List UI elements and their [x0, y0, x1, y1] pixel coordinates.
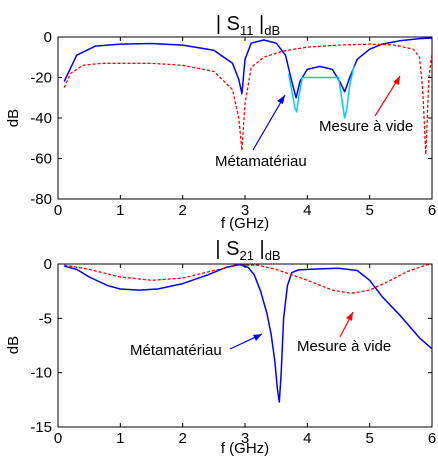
x-axis-label: f (GHz)	[221, 215, 269, 232]
annotation-arrowhead-mesure	[393, 76, 400, 85]
chart-title: | S11 |dB	[216, 13, 280, 38]
y-tick-label: -15	[30, 419, 52, 436]
x-tick-label: 5	[365, 430, 373, 447]
annotation-arrowhead-metamateriau	[277, 95, 285, 104]
annotation-arrow-metamateriau	[252, 94, 286, 151]
annotation-mesure-a-vide: Mesure à vide	[319, 118, 413, 135]
series-line-mesure-vide	[64, 263, 433, 294]
annotation-arrowhead-mesure	[346, 312, 353, 321]
chart-title: | S21 |dB	[215, 238, 280, 263]
annotation-arrowhead-metamateriau	[253, 334, 262, 341]
x-axis-label: f (GHz)	[221, 440, 269, 457]
series-group	[63, 37, 433, 156]
y-tick-label: -60	[30, 151, 52, 168]
x-tick-label: 0	[54, 202, 62, 219]
y-axis-label: dB	[5, 109, 22, 127]
series-line-m-tamat-riau	[64, 263, 433, 403]
y-tick-label: -20	[30, 70, 52, 87]
series-group	[64, 263, 433, 403]
x-tick-label: 6	[428, 430, 436, 447]
annotation-mesure-a-vide: Mesure à vide	[297, 338, 391, 355]
x-tick-label: 2	[178, 430, 186, 447]
y-tick-label: 0	[44, 256, 52, 273]
annotation-metamateriau: Métamatériau	[215, 153, 307, 170]
series-line-m-tamat-riau-cyan-	[287, 65, 355, 119]
s21-chart: | S21 |dB 0 1 2 3 4 5 6 0 -5 -10 -15 f (GHz) dB Mé…	[5, 238, 436, 457]
x-tick-label: 5	[365, 202, 373, 219]
y-tick-label: -5	[39, 310, 52, 327]
x-tick-label: 1	[116, 202, 124, 219]
y-axis-label: dB	[5, 336, 22, 354]
series-line-m-tamat-riau	[63, 37, 433, 99]
x-tick-label: 4	[303, 202, 311, 219]
s11-chart: | S11 |dB 0 1 2 3 4 5 6 0 -20 -40 -60 -80 f (GHz) d…	[5, 13, 436, 232]
y-tick-label: -10	[30, 365, 52, 382]
tick-group: 0 1 2 3 4 5 6 0 -5 -10 -15	[30, 256, 436, 447]
tick-group: 0 1 2 3 4 5 6 0 -20 -40 -60 -80	[30, 29, 436, 219]
y-tick-label: -40	[30, 110, 52, 127]
x-tick-label: 2	[178, 202, 186, 219]
x-tick-label: 1	[116, 430, 124, 447]
x-tick-label: 3	[241, 430, 249, 447]
x-tick-label: 3	[241, 202, 249, 219]
series-line-mesure-vide	[63, 43, 433, 156]
x-tick-label: 4	[303, 430, 311, 447]
annotation-metamateriau: Métamatériau	[130, 342, 222, 359]
x-tick-label: 0	[54, 430, 62, 447]
y-tick-label: -80	[30, 191, 52, 208]
x-tick-label: 6	[428, 202, 436, 219]
y-tick-label: 0	[44, 29, 52, 46]
